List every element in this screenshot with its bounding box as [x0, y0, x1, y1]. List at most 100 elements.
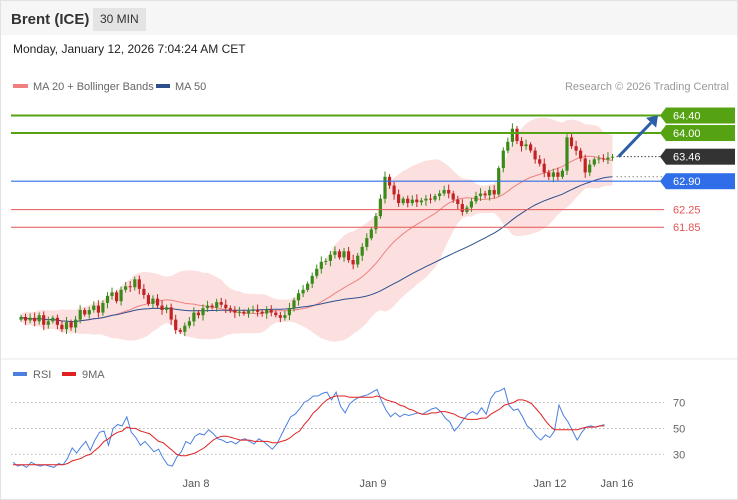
candle-body — [51, 317, 55, 322]
candle-body — [78, 310, 82, 320]
candle-body — [119, 289, 123, 302]
pivot-label-box — [666, 173, 735, 190]
candle-body — [374, 216, 378, 230]
candle-body — [342, 251, 346, 258]
candle-body — [474, 196, 478, 202]
price-legend: MA 20 + Bollinger Bands MA 50 Research ©… — [13, 81, 729, 93]
candle-body — [433, 196, 437, 200]
candle-body — [215, 302, 219, 308]
x-tick-label: Jan 9 — [360, 478, 387, 490]
candle-body — [296, 293, 301, 301]
candle-body — [224, 304, 228, 309]
candle-body — [397, 194, 401, 204]
candle-body — [601, 158, 605, 160]
candle-body — [83, 310, 87, 315]
candle-body — [23, 317, 28, 321]
candle-body — [533, 150, 537, 160]
candle-body — [392, 185, 396, 195]
candle-body — [124, 286, 128, 290]
candle-body — [360, 246, 364, 256]
ma50-line — [20, 176, 613, 323]
candle-body — [469, 201, 473, 208]
candle-body — [365, 238, 369, 247]
candle-body — [347, 251, 351, 261]
candle-body — [369, 229, 373, 239]
candle-body — [133, 279, 137, 288]
candle-body — [401, 198, 405, 204]
ma20-line — [20, 155, 613, 323]
candle-body — [265, 310, 269, 314]
pivot-level-label: 62.90 — [673, 176, 701, 188]
candle-body — [378, 198, 382, 217]
candle-body — [178, 330, 182, 332]
candle-body — [87, 310, 91, 315]
candle-body — [28, 317, 32, 321]
candle-body — [442, 190, 446, 194]
legend-ma50-label: MA 50 — [175, 81, 206, 93]
bollinger-band-area — [21, 117, 613, 342]
price-levels: 64.40 64.00 63.46 62.90 62.25 61.85 — [11, 107, 735, 234]
legend-rsi-label: RSI — [33, 369, 51, 381]
candle-body — [337, 251, 342, 258]
candle-body — [333, 251, 337, 255]
x-tick-label: Jan 12 — [533, 478, 566, 490]
candle-body — [201, 308, 205, 316]
forecast-arrow-head — [646, 115, 658, 128]
candle-body — [328, 254, 332, 261]
candle-body — [233, 310, 237, 313]
candle-body — [260, 311, 264, 314]
candle-body — [115, 292, 119, 302]
candle-body — [569, 137, 574, 147]
instrument-title: Brent (ICE) — [11, 11, 90, 28]
timestamp: Monday, January 12, 2026 7:04:24 AM CET — [13, 42, 246, 56]
candle-body — [160, 305, 164, 310]
candle-body — [42, 315, 46, 325]
candle-body — [556, 172, 560, 177]
candle-body — [424, 198, 428, 201]
moving-averages — [20, 155, 613, 323]
candle-body — [55, 317, 59, 325]
current-price-label: 63.46 — [673, 152, 701, 164]
candle-body — [438, 193, 442, 197]
candle-body — [74, 319, 78, 328]
candle-body — [547, 172, 551, 177]
candle-body — [187, 321, 191, 326]
timeframe-badge[interactable]: 30 MIN — [93, 8, 146, 31]
candle-body — [383, 176, 387, 199]
legend-9ma-swatch — [62, 372, 76, 376]
candle-body — [451, 193, 455, 200]
candle-body — [287, 308, 291, 316]
candle-body — [315, 268, 319, 276]
candle-body — [256, 310, 260, 312]
candle-body — [406, 198, 410, 204]
credit-text: Research © 2026 Trading Central — [565, 81, 729, 93]
candle-body — [510, 128, 514, 142]
candle-body — [447, 190, 451, 194]
candle-body — [105, 295, 110, 303]
candle-body — [142, 288, 146, 295]
candle-body — [319, 261, 323, 269]
rsi-pane: 70 50 30 — [11, 387, 685, 469]
resistance-label-box — [666, 107, 735, 124]
candle-body — [192, 312, 196, 322]
resistance-level-label: 64.00 — [673, 128, 701, 140]
candle-body — [251, 310, 255, 311]
candles — [19, 123, 615, 337]
candle-body — [155, 298, 160, 306]
rsi-tick-label: 50 — [673, 423, 685, 435]
candle-body — [492, 190, 496, 195]
forecast-arrow — [617, 115, 658, 158]
x-axis: Jan 8 Jan 9 Jan 12 Jan 16 — [183, 478, 634, 490]
candle-body — [137, 279, 141, 289]
current-price-label-box — [666, 148, 735, 165]
candle-body — [592, 159, 596, 165]
resistance-level-label: 64.40 — [673, 111, 701, 123]
candle-body — [606, 157, 610, 160]
candle-body — [351, 260, 355, 265]
candle-body — [506, 141, 510, 151]
candle-body — [597, 158, 601, 160]
candle-body — [246, 310, 251, 314]
candle-body — [292, 300, 296, 309]
candle-body — [483, 193, 487, 196]
